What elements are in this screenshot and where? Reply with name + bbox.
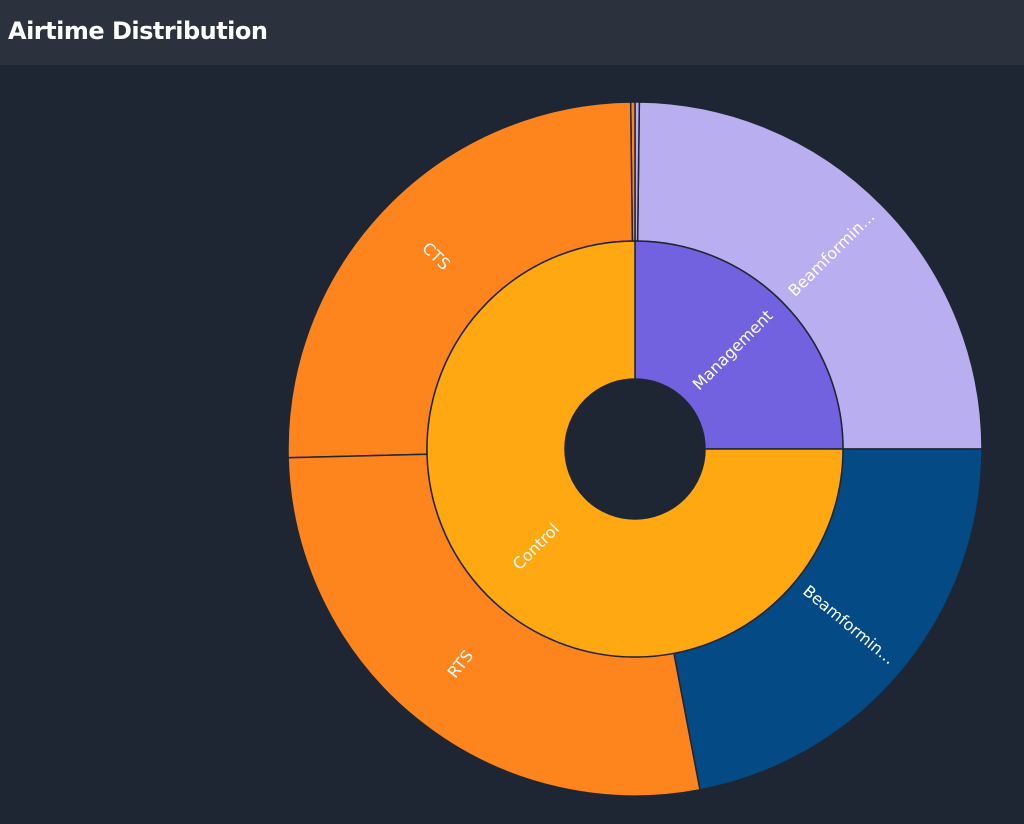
chart-area: Management Control Beamformin... Beamformin…: [0, 65, 1024, 824]
page-title: Airtime Distribution: [8, 17, 268, 45]
header-bar: Airtime Distribution: [0, 0, 1024, 65]
inner-ring: [426, 240, 844, 658]
outer-ring: [287, 101, 983, 797]
inner-segment-management[interactable]: [634, 240, 844, 450]
sunburst-chart: ManagementControlBeamformin...Beamformin…: [287, 101, 983, 797]
inner-segment-control[interactable]: [426, 240, 844, 658]
